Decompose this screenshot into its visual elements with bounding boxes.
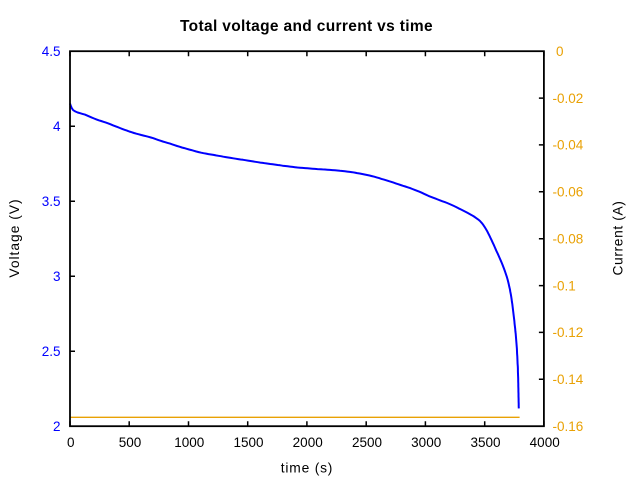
svg-text:4.5: 4.5 bbox=[42, 44, 61, 59]
svg-text:1500: 1500 bbox=[233, 435, 263, 450]
svg-text:-0.06: -0.06 bbox=[553, 185, 584, 200]
svg-text:-0.1: -0.1 bbox=[553, 278, 576, 293]
svg-text:2500: 2500 bbox=[352, 435, 382, 450]
svg-text:2000: 2000 bbox=[293, 435, 323, 450]
svg-text:Current (A): Current (A) bbox=[611, 200, 626, 275]
svg-text:-0.12: -0.12 bbox=[553, 325, 584, 340]
svg-text:3: 3 bbox=[53, 269, 61, 284]
svg-text:-0.16: -0.16 bbox=[553, 419, 584, 434]
svg-text:-0.02: -0.02 bbox=[553, 91, 584, 106]
svg-text:1000: 1000 bbox=[174, 435, 204, 450]
svg-text:0: 0 bbox=[67, 435, 75, 450]
svg-text:-0.08: -0.08 bbox=[553, 231, 584, 246]
svg-text:0: 0 bbox=[556, 44, 564, 59]
svg-text:4: 4 bbox=[53, 119, 61, 134]
svg-text:4000: 4000 bbox=[530, 435, 560, 450]
svg-text:3.5: 3.5 bbox=[42, 194, 61, 209]
svg-text:Voltage (V): Voltage (V) bbox=[7, 198, 22, 277]
svg-text:-0.04: -0.04 bbox=[553, 138, 584, 153]
svg-text:2.5: 2.5 bbox=[42, 344, 61, 359]
svg-text:3500: 3500 bbox=[470, 435, 500, 450]
svg-text:-0.14: -0.14 bbox=[553, 372, 584, 387]
svg-text:2: 2 bbox=[53, 419, 61, 434]
svg-text:500: 500 bbox=[119, 435, 142, 450]
svg-text:Total voltage and current vs t: Total voltage and current vs time bbox=[180, 18, 433, 35]
svg-text:time (s): time (s) bbox=[281, 461, 333, 476]
svg-text:3000: 3000 bbox=[411, 435, 441, 450]
